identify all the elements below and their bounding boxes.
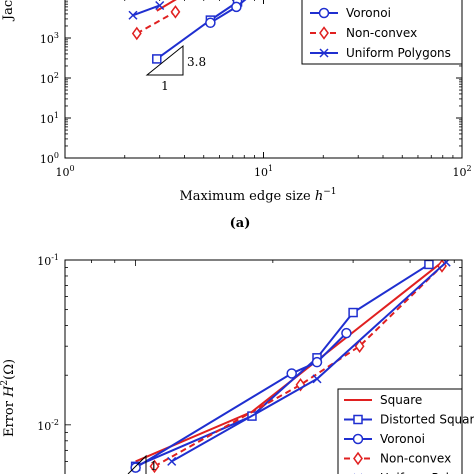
panel-b-y-tick-label: 10-1 xyxy=(37,253,59,268)
panel-b: 10-2 10-1 Error H2(Ω) 1 Square Distorted S… xyxy=(0,253,474,474)
panel-a-legend-label-voronoi: Voronoi xyxy=(346,6,391,20)
panel-a-y-tick-label: 101 xyxy=(40,111,59,126)
panel-a-point-voronoi xyxy=(205,17,216,29)
panel-a-point-uniform-polygons xyxy=(155,0,165,11)
panel-a-x-axis-label-sup: −1 xyxy=(323,187,336,197)
panel-b-legend-label-non-convex: Non-convex xyxy=(380,452,451,466)
panel-a-point-voronoi xyxy=(231,1,242,13)
panel-b-axes-frame xyxy=(64,259,463,474)
panel-a-legend: Voronoi Non-convex Uniform Polygons xyxy=(301,0,463,65)
panel-b-point-distorted-square xyxy=(424,260,434,270)
panel-a-legend-marker-voronoi xyxy=(318,7,330,19)
panel-b-legend-label-voronoi: Voronoi xyxy=(380,432,425,446)
panel-b-point-voronoi xyxy=(341,327,352,339)
panel-b-legend-label-square: Square xyxy=(380,393,422,407)
panel-a-y-tick-labels: 100 101 102 103 xyxy=(40,31,59,166)
panel-b-slope-triangle: 1 xyxy=(127,454,158,474)
panel-b-legend-marker-distorted-square xyxy=(353,414,363,425)
panel-a-slope-triangle-shape xyxy=(145,44,184,76)
panel-a-point-non-convex xyxy=(170,5,181,19)
panel-b-point-voronoi xyxy=(130,462,141,473)
panel-b-point-distorted-square xyxy=(348,307,358,318)
panel-b-point-voronoi xyxy=(311,356,323,368)
panel-b-slope-run: 1 xyxy=(150,459,158,473)
panel-a-x-tick-labels: 100 101 102 xyxy=(55,164,471,179)
panel-a-series xyxy=(128,0,247,64)
panel-b-series-voronoi xyxy=(130,327,352,473)
panel-b-legend-item-voronoi: Voronoi xyxy=(344,432,425,446)
panel-a-legend-label-uniform-polygons: Uniform Polygons xyxy=(346,46,451,60)
panel-b-series-uniform-polygons xyxy=(167,260,451,466)
panel-b-y-tick-label: 10-2 xyxy=(37,418,59,433)
panel-b-point-non-convex xyxy=(149,459,160,474)
panel-b-slope-triangle-shape xyxy=(127,454,147,474)
panel-b-point-uniform-polygons xyxy=(167,456,177,466)
panel-b-y-axis-label: Error H2(Ω) xyxy=(0,359,17,437)
panel-b-line-non-convex xyxy=(153,265,443,468)
panel-a-point-distorted-square xyxy=(152,54,162,64)
panel-a-series-non-convex xyxy=(131,5,181,41)
panel-a-x-axis-label: Maximum edge size h−1 xyxy=(179,187,336,204)
panel-b-y-axis-label-sup: 2 xyxy=(0,380,10,386)
panel-b-legend-label-uniform-polygons: Uniform Polygons xyxy=(380,471,474,474)
panel-a-label: (a) xyxy=(230,216,251,231)
panel-a-slope-run: 1 xyxy=(161,79,169,93)
panel-a-series-distorted-square xyxy=(152,0,243,64)
panel-a-axes-frame xyxy=(64,0,463,159)
panel-b-y-tick-labels: 10-2 10-1 xyxy=(37,253,59,433)
panel-a-legend-label-non-convex: Non-convex xyxy=(346,26,417,40)
panel-a-line-non-convex xyxy=(136,10,176,35)
panel-a-x-tick-label: 102 xyxy=(452,164,471,179)
panel-a-x-axis-label-var: h xyxy=(315,189,323,204)
panel-b-legend: Square Distorted Square Voronoi Non-convex U… xyxy=(337,388,474,474)
panel-a-line-uniform-polygons xyxy=(132,4,161,17)
panel-a-x-tick-label: 101 xyxy=(254,164,273,179)
panel-b-point-uniform-polygons xyxy=(312,374,322,384)
panel-a-legend-items: Voronoi Non-convex Uniform Polygons xyxy=(310,6,451,60)
panel-a-slope-triangle: 3.8 1 xyxy=(145,44,206,93)
panel-b-legend-items: Square Distorted Square Voronoi Non-convex U… xyxy=(344,393,474,474)
panel-b-y-axis-label-text: Error xyxy=(2,397,17,437)
panel-a-point-uniform-polygons xyxy=(128,10,138,20)
panel-a-series-uniform-polygons xyxy=(128,0,165,20)
panel-a-y-axis-label: Jac xyxy=(1,0,16,22)
panel-a-point-non-convex xyxy=(131,26,142,41)
panel-b-legend-item-uniform-polygons: Uniform Polygons xyxy=(354,471,474,474)
panel-b-point-uniform-polygons xyxy=(441,260,451,267)
panel-b-legend-item-distorted-square: Distorted Square xyxy=(344,413,474,427)
panel-b-legend-label-distorted-square: Distorted Square xyxy=(380,413,474,427)
panel-a-legend-item-voronoi: Voronoi xyxy=(310,6,391,20)
panel-a-legend-marker-non-convex xyxy=(319,26,329,40)
panel-a-line-distorted-square xyxy=(156,1,239,60)
panel-b-legend-marker-non-convex xyxy=(353,451,363,466)
panel-b-line-voronoi xyxy=(135,332,348,469)
panel-a-x-axis-label-text: Maximum edge size xyxy=(179,189,314,204)
panel-b-y-axis-label-var: H xyxy=(2,385,17,398)
panel-a-line-voronoi xyxy=(209,0,247,24)
panel-b-point-voronoi xyxy=(286,368,297,379)
panel-a-x-tick-label: 100 xyxy=(55,164,74,179)
panel-a-slope-value: 3.8 xyxy=(187,55,206,69)
panel-b-legend-marker-voronoi xyxy=(352,433,364,445)
panel-a-legend-marker-uniform-polygons xyxy=(319,48,329,58)
panel-a-legend-item-uniform-polygons: Uniform Polygons xyxy=(310,46,451,60)
panel-a-series-voronoi xyxy=(205,0,247,29)
panel-b-legend-item-non-convex: Non-convex xyxy=(344,452,451,466)
panel-a-y-tick-label: 103 xyxy=(40,31,59,46)
panel-b-legend-item-square: Square xyxy=(344,393,422,407)
panel-a-legend-item-non-convex: Non-convex xyxy=(310,26,417,40)
panel-a-y-tick-label: 102 xyxy=(40,71,59,86)
panel-a: 100 101 102 100 101 102 103 Jac Maximum edge … xyxy=(1,0,472,231)
panel-b-y-axis-label-suffix: (Ω) xyxy=(2,359,17,380)
panel-a-y-tick-label: 100 xyxy=(40,151,59,166)
